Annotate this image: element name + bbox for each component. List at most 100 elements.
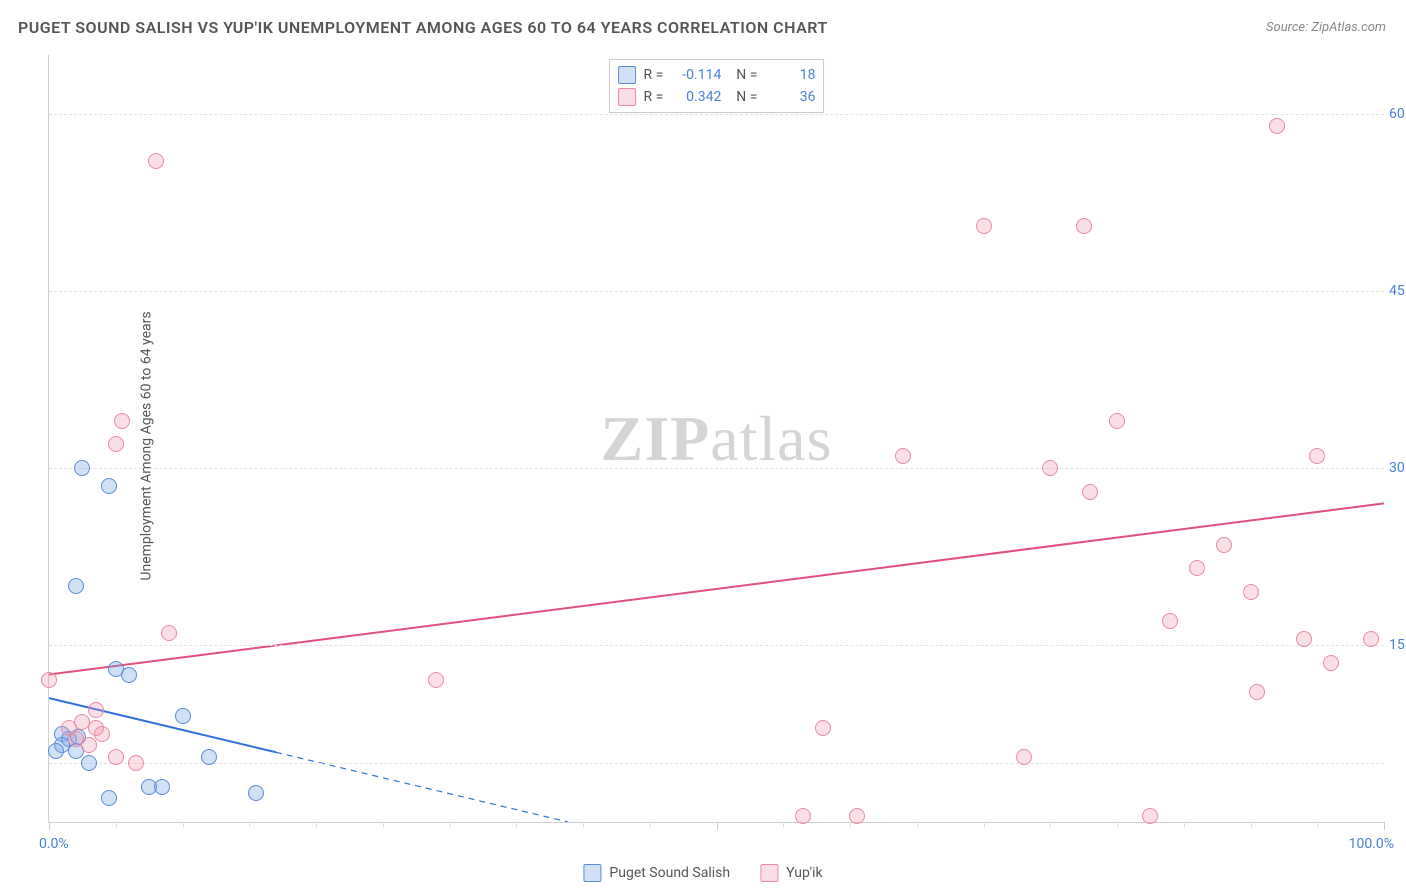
x-tick-major bbox=[49, 822, 50, 830]
data-point bbox=[1142, 808, 1158, 824]
data-point bbox=[108, 749, 124, 765]
data-point bbox=[248, 785, 264, 801]
x-tick-minor bbox=[316, 822, 317, 827]
source-credit: Source: ZipAtlas.com bbox=[1266, 20, 1386, 35]
gridline bbox=[49, 468, 1384, 469]
data-point bbox=[1296, 631, 1312, 647]
data-point bbox=[1162, 613, 1178, 629]
chart-container: PUGET SOUND SALISH VS YUP'IK UNEMPLOYMEN… bbox=[0, 0, 1406, 892]
r-label: R = bbox=[644, 67, 664, 83]
data-point bbox=[108, 436, 124, 452]
n-label: N = bbox=[729, 67, 757, 83]
legend-row: R = -0.114 N = 18 bbox=[618, 64, 816, 86]
trend-line bbox=[49, 503, 1384, 674]
data-point bbox=[1216, 537, 1232, 553]
data-point bbox=[815, 720, 831, 736]
swatch-icon bbox=[760, 864, 778, 882]
data-point bbox=[74, 460, 90, 476]
x-axis-max-label: 100.0% bbox=[1349, 836, 1394, 852]
series-legend: Puget Sound Salish Yup'ik bbox=[583, 864, 822, 882]
swatch-icon bbox=[583, 864, 601, 882]
data-point bbox=[1269, 118, 1285, 134]
n-label: N = bbox=[729, 89, 757, 105]
gridline bbox=[49, 763, 1384, 764]
data-point bbox=[1189, 560, 1205, 576]
r-value: 0.342 bbox=[671, 89, 721, 105]
x-tick-minor bbox=[583, 822, 584, 827]
data-point bbox=[1243, 584, 1259, 600]
data-point bbox=[154, 779, 170, 795]
chart-title: PUGET SOUND SALISH VS YUP'IK UNEMPLOYMEN… bbox=[18, 18, 828, 37]
x-tick-minor bbox=[1251, 822, 1252, 827]
x-tick-minor bbox=[917, 822, 918, 827]
trend-lines bbox=[49, 55, 1384, 822]
y-tick-label: 30.0% bbox=[1389, 460, 1406, 476]
x-tick-minor bbox=[783, 822, 784, 827]
data-point bbox=[1109, 413, 1125, 429]
x-tick-minor bbox=[1184, 822, 1185, 827]
data-point bbox=[1016, 749, 1032, 765]
x-tick-minor bbox=[650, 822, 651, 827]
x-tick-major bbox=[717, 822, 718, 830]
data-point bbox=[88, 702, 104, 718]
x-tick-minor bbox=[516, 822, 517, 827]
swatch-icon bbox=[618, 88, 636, 106]
y-tick-label: 60.0% bbox=[1389, 106, 1406, 122]
gridline bbox=[49, 645, 1384, 646]
swatch-icon bbox=[618, 66, 636, 84]
n-value: 18 bbox=[765, 67, 815, 83]
data-point bbox=[148, 153, 164, 169]
legend-label: Puget Sound Salish bbox=[609, 865, 730, 881]
data-point bbox=[1042, 460, 1058, 476]
data-point bbox=[94, 726, 110, 742]
r-label: R = bbox=[644, 89, 664, 105]
x-axis-min-label: 0.0% bbox=[39, 836, 69, 852]
data-point bbox=[1082, 484, 1098, 500]
data-point bbox=[161, 625, 177, 641]
plot-area: ZIPatlas R = -0.114 N = 18 R = 0.342 N =… bbox=[48, 55, 1384, 823]
data-point bbox=[201, 749, 217, 765]
gridline bbox=[49, 291, 1384, 292]
data-point bbox=[121, 667, 137, 683]
x-tick-minor bbox=[249, 822, 250, 827]
watermark-light: atlas bbox=[710, 403, 832, 474]
x-tick-minor bbox=[1050, 822, 1051, 827]
x-tick-minor bbox=[984, 822, 985, 827]
data-point bbox=[81, 755, 97, 771]
x-tick-minor bbox=[183, 822, 184, 827]
data-point bbox=[41, 672, 57, 688]
correlation-legend: R = -0.114 N = 18 R = 0.342 N = 36 bbox=[609, 59, 825, 113]
r-value: -0.114 bbox=[671, 67, 721, 83]
data-point bbox=[795, 808, 811, 824]
data-point bbox=[68, 578, 84, 594]
data-point bbox=[48, 743, 64, 759]
x-tick-minor bbox=[850, 822, 851, 827]
legend-label: Yup'ik bbox=[786, 865, 822, 881]
data-point bbox=[428, 672, 444, 688]
legend-row: R = 0.342 N = 36 bbox=[618, 86, 816, 108]
legend-item: Yup'ik bbox=[760, 864, 822, 882]
data-point bbox=[1363, 631, 1379, 647]
data-point bbox=[1323, 655, 1339, 671]
n-value: 36 bbox=[765, 89, 815, 105]
data-point bbox=[895, 448, 911, 464]
gridline bbox=[49, 114, 1384, 115]
watermark-bold: ZIP bbox=[601, 403, 711, 474]
x-tick-major bbox=[1384, 822, 1385, 830]
watermark: ZIPatlas bbox=[601, 402, 833, 476]
y-tick-label: 45.0% bbox=[1389, 283, 1406, 299]
x-tick-minor bbox=[1117, 822, 1118, 827]
data-point bbox=[849, 808, 865, 824]
data-point bbox=[976, 218, 992, 234]
y-tick-label: 15.0% bbox=[1389, 637, 1406, 653]
data-point bbox=[1309, 448, 1325, 464]
data-point bbox=[101, 478, 117, 494]
data-point bbox=[1249, 684, 1265, 700]
data-point bbox=[114, 413, 130, 429]
data-point bbox=[81, 737, 97, 753]
x-tick-minor bbox=[450, 822, 451, 827]
data-point bbox=[1076, 218, 1092, 234]
x-tick-minor bbox=[116, 822, 117, 827]
data-point bbox=[175, 708, 191, 724]
data-point bbox=[101, 790, 117, 806]
